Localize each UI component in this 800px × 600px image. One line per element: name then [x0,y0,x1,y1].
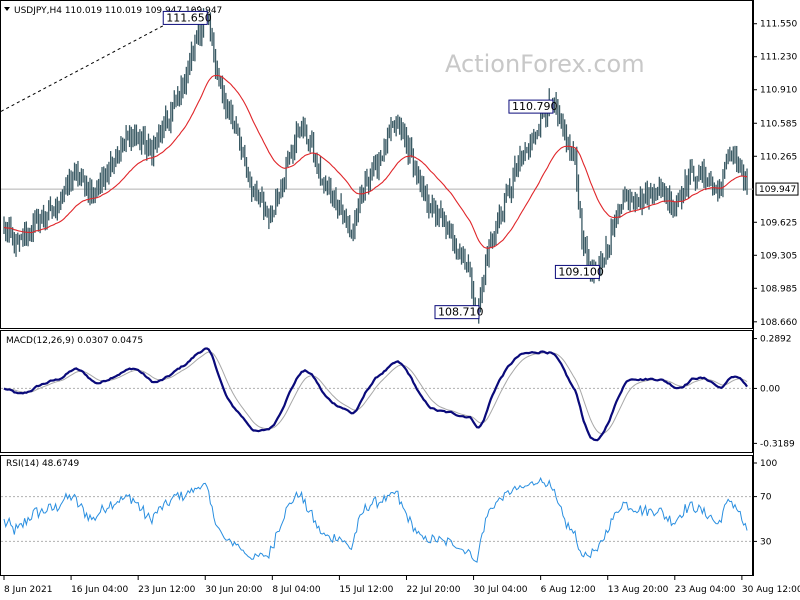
rsi-title: RSI(14) 48.6749 [6,459,79,469]
moving-average-line [3,74,748,249]
watermark: ActionForex.com [445,50,645,78]
price-plot: 111.650 110.790 109.100 108.710 [0,5,753,324]
rsi-tick-label: 70 [760,493,772,503]
callout-box [434,305,480,320]
callout-label: 110.790 [512,100,557,113]
callout-box [508,99,554,114]
axes: 111.550 111.230 110.910 110.585 110.265 109.6… [3,20,800,595]
price-tick-label: 109.305 [760,251,797,261]
callout-label: 108.710 [438,306,484,319]
x-tick-label: 30 Jun 20:00 [205,585,262,595]
callout-label: 109.100 [558,265,604,278]
macd-signal-line [3,351,748,435]
macd-tick-label: 0.2892 [760,335,792,345]
x-tick-label: 16 Jun 04:00 [71,585,128,595]
price-tick-label: 110.265 [760,152,797,162]
macd-title: MACD(12,26,9) 0.0307 0.0475 [6,336,143,346]
rsi-line [3,476,748,563]
price-tick-label: 110.910 [760,86,797,96]
callout-box [554,264,600,279]
x-tick-label: 13 Aug 20:00 [608,585,669,595]
rsi-plot [1,476,753,563]
price-tick-label: 111.230 [760,53,797,63]
price-tick-label: 111.550 [760,20,797,30]
rsi-panel-frame [0,455,753,576]
last-price-box [755,182,799,196]
x-tick-label: 6 Aug 12:00 [541,585,596,595]
symbol-line: USDJPY,H4 110.019 110.019 109.947 109.94… [14,6,222,16]
price-tick-label: 108.985 [760,284,797,294]
dropdown-triangle-icon[interactable] [4,7,10,11]
x-tick-label: 8 Jul 04:00 [272,585,321,595]
callout-box [162,10,208,25]
price-tick-label: 108.660 [760,318,797,328]
x-tick-label: 30 Aug 12:00 [742,585,800,595]
x-tick-label: 23 Jun 12:00 [138,585,195,595]
x-tick-label: 15 Jul 12:00 [339,585,393,595]
rsi-tick-label: 30 [760,537,772,547]
price-panel-frame [0,0,753,329]
price-tick-label: 109.625 [760,218,797,228]
x-tick-label: 23 Aug 04:00 [675,585,736,595]
x-tick-label: 22 Jul 20:00 [406,585,460,595]
macd-panel-frame [0,330,753,453]
macd-tick-label: 0.00 [760,384,780,394]
callout-label: 111.650 [166,11,212,24]
x-tick-label: 30 Jul 04:00 [474,585,528,595]
last-price-label: 109.947 [759,185,796,195]
rsi-tick-label: 100 [760,459,777,469]
macd-plot [1,347,753,442]
x-tick-label: 8 Jun 2021 [4,585,52,595]
right-axis-bg [753,0,800,576]
macd-line [3,347,748,442]
macd-tick-label: -0.3189 [760,439,795,449]
price-tick-label: 110.585 [760,119,797,129]
